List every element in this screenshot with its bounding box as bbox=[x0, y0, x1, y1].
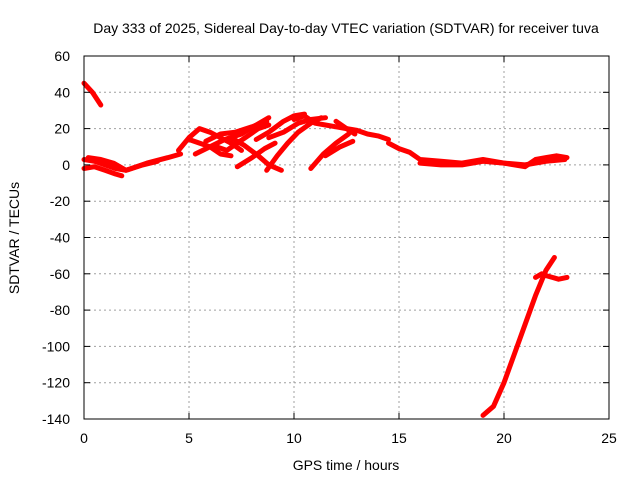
x-tick-label: 15 bbox=[391, 430, 407, 446]
y-tick-label: 0 bbox=[62, 157, 70, 173]
y-tick-label: -80 bbox=[50, 302, 70, 318]
y-tick-label: -100 bbox=[42, 338, 70, 354]
x-tick-label: 20 bbox=[496, 430, 512, 446]
x-tick-label: 0 bbox=[80, 430, 88, 446]
series-line-pass-21 bbox=[480, 255, 557, 418]
y-axis-label: SDTVAR / TECUs bbox=[6, 182, 22, 294]
grid-lines bbox=[84, 56, 609, 419]
y-tick-label: -60 bbox=[50, 266, 70, 282]
y-tick-label: -140 bbox=[42, 411, 70, 427]
series-line-pass-18 bbox=[333, 118, 358, 137]
x-axis-label: GPS time / hours bbox=[293, 457, 400, 473]
series-line-pass-17 bbox=[323, 138, 356, 159]
data-series bbox=[81, 80, 570, 418]
series-line-pass-03 bbox=[81, 164, 125, 179]
x-tick-label: 10 bbox=[286, 430, 302, 446]
x-tick-label: 5 bbox=[185, 430, 193, 446]
y-tick-label: -20 bbox=[50, 193, 70, 209]
series-line-pass-13 bbox=[253, 111, 307, 142]
series-line-pass-14 bbox=[266, 115, 328, 141]
series-line-pass-11 bbox=[228, 135, 284, 173]
series-line-pass-08 bbox=[203, 118, 270, 144]
chart-title: Day 333 of 2025, Sidereal Day-to-day VTE… bbox=[93, 20, 599, 36]
y-tick-label: 60 bbox=[54, 48, 70, 64]
series-line-pass-09 bbox=[213, 122, 272, 153]
y-tick-label: -40 bbox=[50, 230, 70, 246]
y-tick-label: -120 bbox=[42, 375, 70, 391]
axis-ticks: 0 5 10 15 20 25 -140 -120 -100 -80 -60 -40 -20 0 20 40 6… bbox=[42, 48, 617, 446]
series-line-pass-16 bbox=[308, 131, 352, 171]
x-tick-label: 25 bbox=[601, 430, 617, 446]
series-line-pass-01 bbox=[81, 80, 104, 108]
series-line-pass-20 bbox=[417, 153, 570, 170]
series-line-pass-22 bbox=[533, 271, 570, 282]
y-tick-label: 40 bbox=[54, 84, 70, 100]
series-line-pass-04 bbox=[85, 155, 160, 173]
y-tick-label: 20 bbox=[54, 121, 70, 137]
